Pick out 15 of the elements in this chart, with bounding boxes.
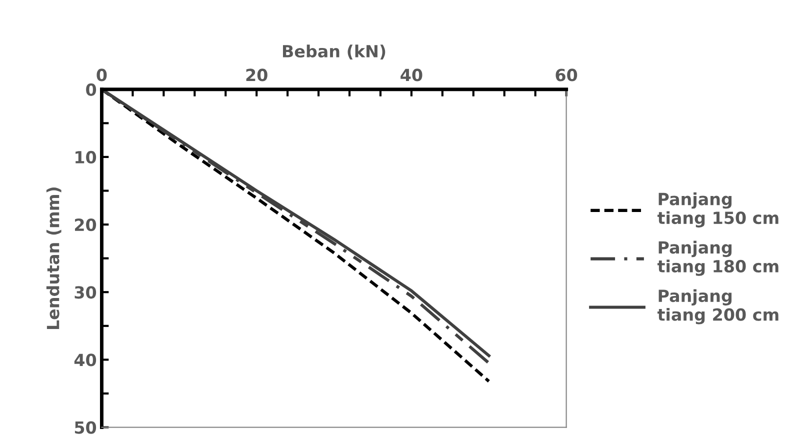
x-tick-label: 20 — [246, 68, 268, 82]
y-axis-title: Lendutan (mm) — [46, 188, 62, 330]
y-tick-label: 50 — [74, 421, 96, 434]
legend-label: Panjang tiang 180 cm — [657, 240, 778, 276]
y-tick-label: 0 — [86, 83, 96, 96]
y-tick-label: 20 — [74, 218, 96, 232]
y-tick-label: 40 — [74, 354, 96, 366]
x-axis-title: Beban (kN) — [282, 44, 386, 60]
y-tick-label: 10 — [76, 150, 96, 164]
x-tick-label: 60 — [556, 68, 578, 82]
x-tick-label: 40 — [400, 68, 422, 82]
x-tick-label: 0 — [96, 68, 107, 82]
legend-label: Panjang tiang 200 cm — [657, 289, 778, 324]
y-tick-label: 30 — [74, 286, 96, 299]
legend-label: Panjang tiang 150 cm — [657, 192, 778, 228]
